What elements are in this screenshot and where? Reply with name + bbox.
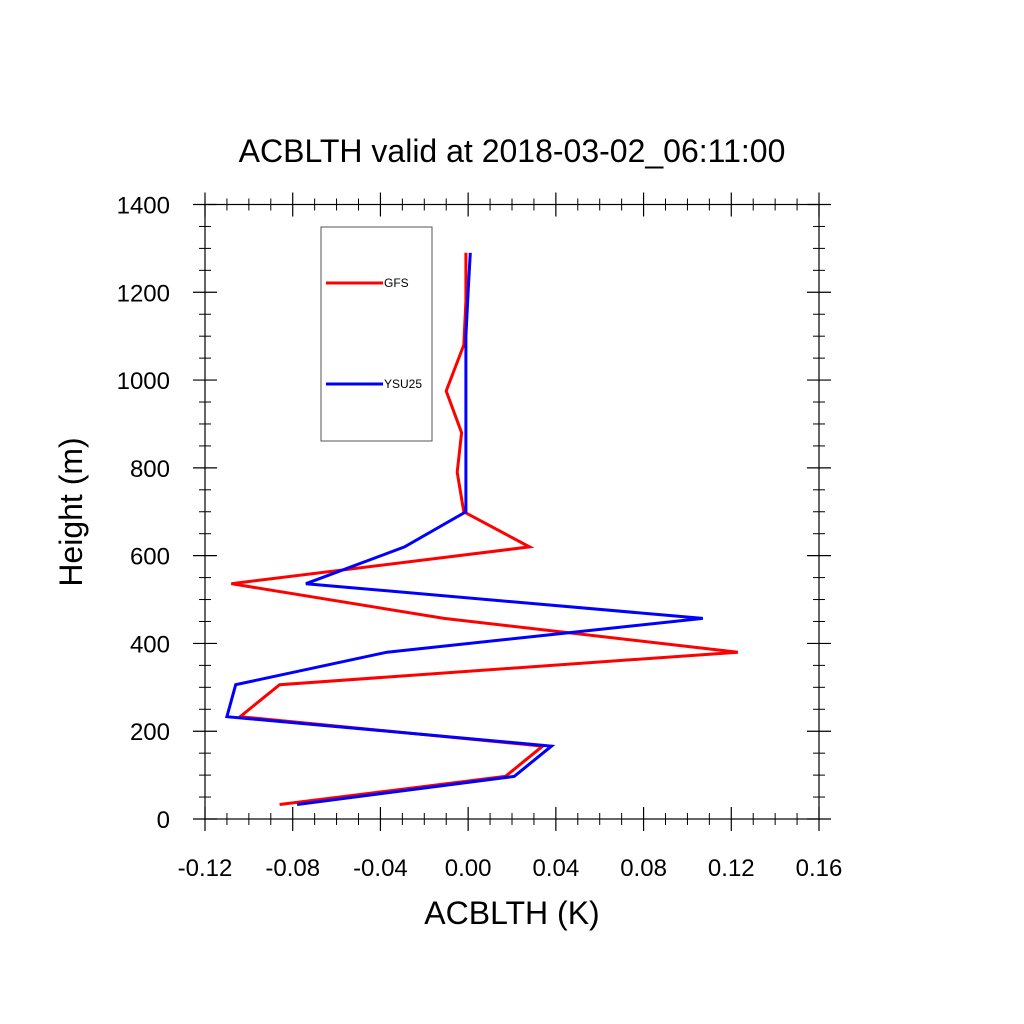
y-tick-label: 600 <box>130 544 170 571</box>
x-tick-label: 0.16 <box>796 855 843 882</box>
y-tick-label: 800 <box>130 456 170 483</box>
x-tick-label: -0.04 <box>353 855 408 882</box>
x-tick-label: 0.04 <box>532 855 579 882</box>
series-line-ysu25 <box>224 252 703 806</box>
legend-box <box>320 226 433 442</box>
y-tick-label: 1000 <box>117 368 170 395</box>
x-tick-label: 0.08 <box>620 855 667 882</box>
chart-title: ACBLTH valid at 2018-03-02_06:11:00 <box>239 133 786 169</box>
series-layer <box>224 252 739 806</box>
y-tick-label: 400 <box>130 631 170 658</box>
y-tick-label: 1400 <box>117 193 170 220</box>
x-tick-label: -0.08 <box>265 855 320 882</box>
legend-label-gfs: GFS <box>384 276 409 290</box>
x-tick-label: 0.12 <box>708 855 755 882</box>
y-axis-label: Height (m) <box>53 437 89 586</box>
plot-frame <box>204 203 820 820</box>
y-tick-label: 200 <box>130 719 170 746</box>
y-tick-label: 0 <box>157 807 170 834</box>
series-line-gfs <box>231 252 739 806</box>
legend: GFS YSU25 <box>320 226 433 442</box>
y-tick-label: 1200 <box>117 280 170 307</box>
x-tick-label: 0.00 <box>445 855 492 882</box>
x-tick-label: -0.12 <box>178 855 233 882</box>
x-axis-label: ACBLTH (K) <box>424 895 599 931</box>
axis-ticks: -0.12 -0.08 -0.04 0.00 0.04 0.08 0.12 0.16 0 200 4… <box>117 192 843 882</box>
legend-label-ysu25: YSU25 <box>384 377 422 391</box>
